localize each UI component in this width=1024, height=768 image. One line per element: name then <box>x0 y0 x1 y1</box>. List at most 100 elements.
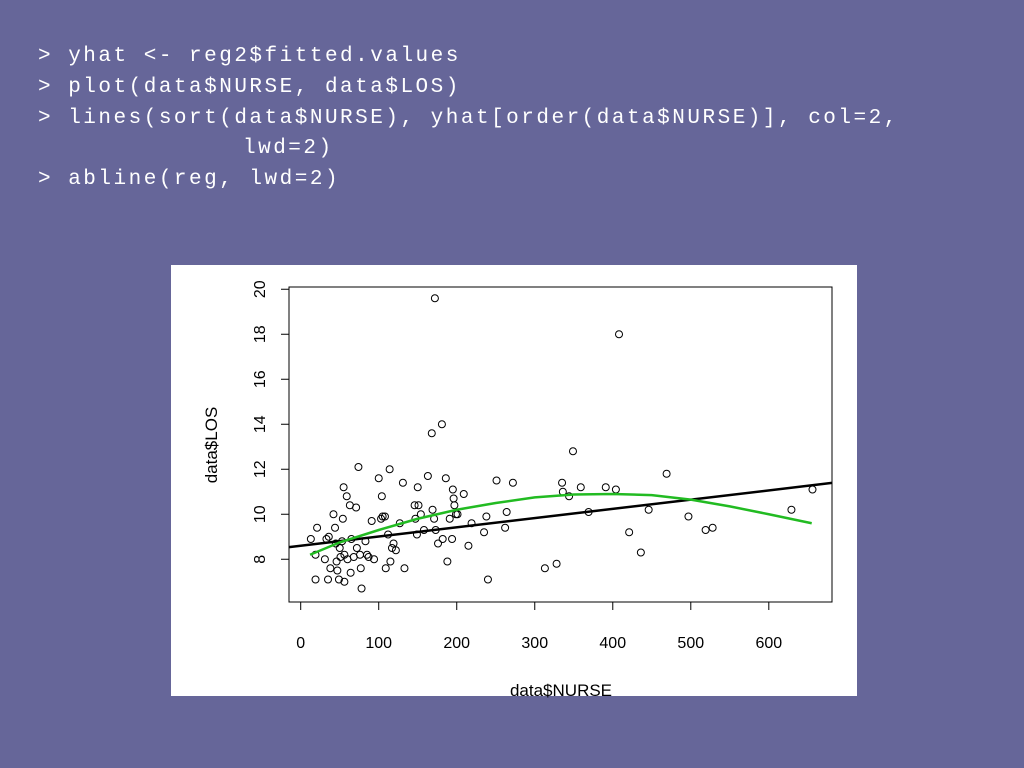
point <box>367 517 376 525</box>
fitted-line <box>309 492 812 556</box>
point <box>340 577 349 586</box>
point <box>552 559 561 568</box>
point <box>787 505 796 514</box>
point <box>502 508 511 516</box>
point <box>324 575 333 584</box>
point <box>378 512 387 521</box>
point <box>389 539 398 548</box>
point <box>356 564 365 573</box>
point <box>684 512 693 521</box>
y-tick-label: 14 <box>252 415 269 433</box>
x-tick-label: 200 <box>443 635 470 652</box>
point <box>332 557 341 566</box>
point <box>370 555 379 564</box>
point <box>540 564 549 573</box>
plot-panel <box>171 265 857 696</box>
point <box>701 526 710 534</box>
point <box>352 544 361 552</box>
point <box>387 544 396 552</box>
point <box>334 575 343 584</box>
point <box>377 492 386 501</box>
point <box>625 528 634 537</box>
point <box>306 535 315 543</box>
y-tick-label: 12 <box>252 460 269 478</box>
point <box>615 330 624 339</box>
point <box>428 505 437 514</box>
point <box>352 503 361 512</box>
point <box>329 510 338 519</box>
point <box>445 514 454 523</box>
point <box>568 447 577 456</box>
point <box>313 523 322 532</box>
point <box>338 514 347 523</box>
point <box>636 548 645 557</box>
point <box>385 465 394 474</box>
point <box>339 483 348 492</box>
point <box>464 541 473 550</box>
point <box>414 501 423 510</box>
y-tick-label: 20 <box>252 280 269 298</box>
point <box>450 501 459 510</box>
code-line: lwd=2) <box>243 137 334 160</box>
point <box>335 544 344 552</box>
point <box>363 550 372 559</box>
point <box>410 501 419 510</box>
point <box>441 474 450 483</box>
point <box>501 523 510 532</box>
code-line: > lines(sort(data$NURSE), yhat[order(dat… <box>38 107 899 130</box>
point <box>448 535 457 543</box>
x-tick-label: 500 <box>677 635 704 652</box>
point <box>364 553 373 561</box>
point <box>333 566 342 575</box>
point <box>508 478 517 487</box>
point <box>423 472 432 480</box>
point <box>400 564 409 573</box>
plot-area <box>289 294 832 593</box>
y-tick-label: 10 <box>252 505 269 523</box>
point <box>357 584 366 593</box>
point <box>320 555 329 564</box>
code-line: > yhat <- reg2$fitted.values <box>38 45 461 68</box>
y-tick-label: 8 <box>252 555 269 564</box>
point <box>480 528 489 537</box>
point <box>326 564 335 573</box>
point <box>483 575 492 584</box>
point <box>644 505 653 514</box>
point <box>346 568 355 577</box>
point <box>459 490 468 498</box>
y-axis-label: data$LOS <box>202 407 221 484</box>
point <box>576 483 585 492</box>
point <box>482 512 491 521</box>
y-tick-label: 18 <box>252 325 269 343</box>
point <box>380 512 389 521</box>
x-axis-label: data$NURSE <box>510 681 612 700</box>
y-tick-label: 16 <box>252 370 269 388</box>
point <box>448 485 457 494</box>
point <box>413 483 422 492</box>
point <box>386 557 395 566</box>
point <box>398 478 407 487</box>
point <box>430 294 439 303</box>
point <box>336 553 345 561</box>
point <box>438 535 447 543</box>
point <box>377 514 386 523</box>
code-line: > abline(reg, lwd=2) <box>38 168 340 191</box>
point <box>342 492 351 501</box>
point <box>381 564 390 573</box>
point <box>374 474 383 483</box>
point <box>427 429 436 438</box>
point <box>443 557 452 566</box>
point <box>492 476 501 485</box>
point <box>601 483 610 492</box>
point <box>662 469 671 478</box>
point <box>558 478 567 487</box>
x-tick-label: 0 <box>296 635 305 652</box>
x-tick-label: 400 <box>599 635 626 652</box>
point <box>434 539 443 548</box>
x-tick-label: 100 <box>365 635 392 652</box>
point <box>437 420 446 429</box>
x-tick-label: 300 <box>521 635 548 652</box>
x-tick-label: 600 <box>755 635 782 652</box>
point <box>331 523 340 532</box>
